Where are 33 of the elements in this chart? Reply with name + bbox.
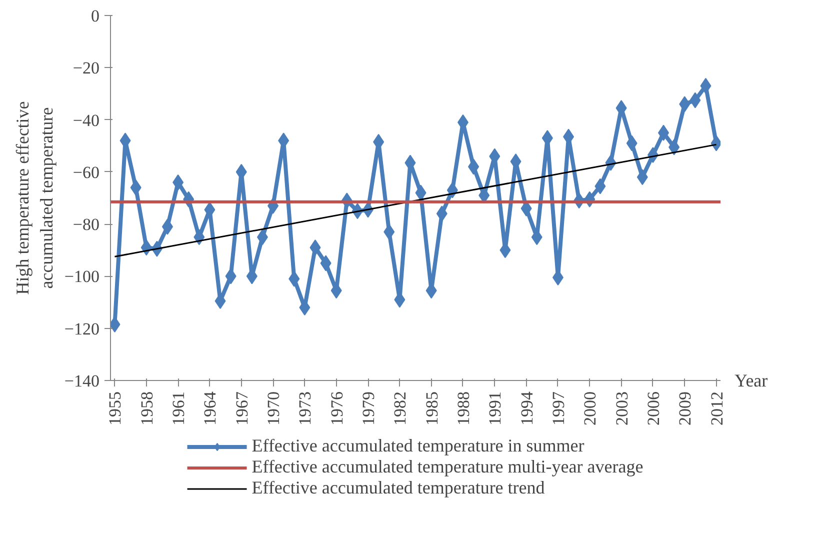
x-tick-label: 2000 — [580, 392, 600, 426]
x-tick-label: 1988 — [454, 392, 473, 426]
x-tick-label: 1991 — [486, 392, 505, 426]
x-tick-label: 1979 — [359, 392, 378, 426]
x-tick-label: 2003 — [612, 392, 632, 426]
x-tick-label: 1976 — [327, 392, 346, 426]
x-tick-label: 1958 — [137, 392, 156, 426]
y-axis-title: High temperature effective accumulated temperature — [12, 101, 56, 295]
x-tick-label: 1964 — [200, 391, 220, 426]
y-tick-label: −60 — [72, 162, 100, 182]
x-tick-label: 1961 — [169, 392, 188, 426]
x-tick-label: 1970 — [264, 392, 284, 426]
y-tick-label: 0 — [91, 6, 100, 26]
y-tick-label: −80 — [72, 215, 100, 234]
y-tick-label: −120 — [64, 319, 100, 338]
x-axis-title: Year — [734, 370, 768, 390]
x-tick-label: 2006 — [644, 392, 663, 426]
x-tick-label: 1955 — [106, 392, 125, 426]
x-tick-label: 2009 — [676, 392, 695, 426]
x-tick-label: 1967 — [232, 391, 252, 426]
x-tick-label: 1973 — [296, 392, 315, 426]
legend-label: Effective accumulated temperature trend — [252, 478, 545, 498]
x-tick-label: 1994 — [517, 391, 536, 426]
x-tick-label: 2012 — [707, 392, 726, 426]
x-tick-label: 1982 — [390, 392, 410, 426]
legend-label: Effective accumulated temperature in summer — [252, 436, 584, 456]
y-tick-label: −100 — [64, 267, 100, 286]
x-tick-label: 1985 — [422, 392, 442, 426]
x-tick-label: 1997 — [548, 391, 568, 426]
y-tick-label: −140 — [64, 372, 100, 390]
legend-label: Effective accumulated temperature multi-year average — [252, 456, 644, 478]
y-tick-label: −20 — [72, 58, 100, 78]
y-tick-label: −40 — [72, 110, 100, 130]
